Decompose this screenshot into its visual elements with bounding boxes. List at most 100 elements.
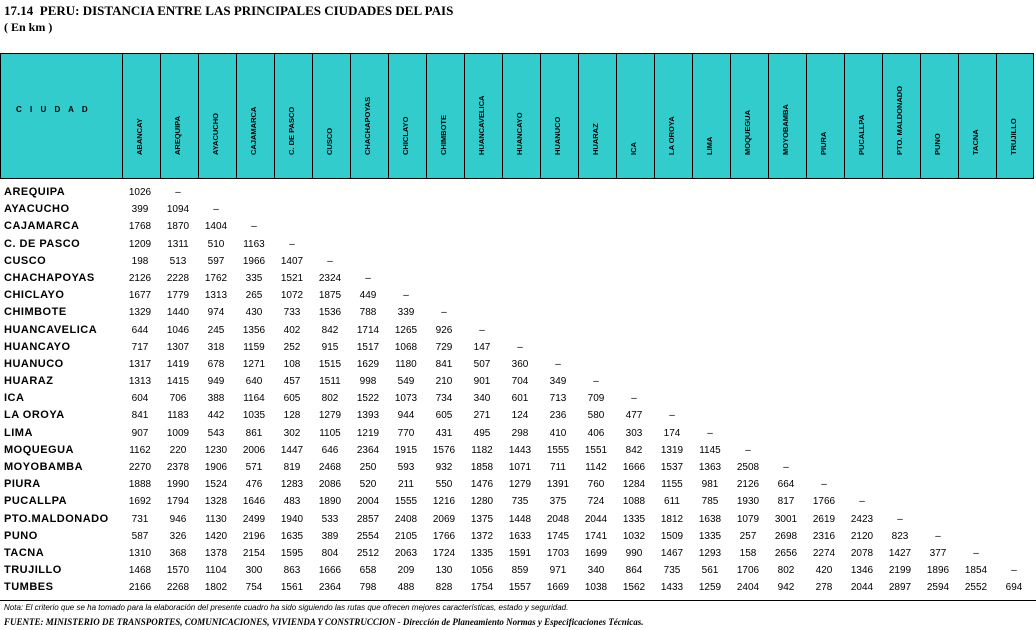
distance-cell: 449 bbox=[359, 290, 377, 302]
distance-cell: 339 bbox=[397, 307, 415, 319]
distance-cell: 597 bbox=[207, 255, 225, 267]
distance-cell: 605 bbox=[435, 410, 453, 422]
distance-cell: 1433 bbox=[660, 582, 684, 594]
row-city-label: CHACHAPOYAS bbox=[4, 271, 95, 284]
distance-cell: 1629 bbox=[356, 358, 380, 370]
row-city-label: C. DE PASCO bbox=[4, 237, 81, 250]
distance-cell: 2499 bbox=[242, 513, 266, 525]
distance-cell: 644 bbox=[131, 324, 149, 336]
distance-cell: 646 bbox=[321, 444, 339, 456]
distance-cell: 731 bbox=[131, 513, 149, 525]
distance-cell: 513 bbox=[169, 255, 187, 267]
column-header-label: HUARAZ bbox=[591, 123, 600, 155]
distance-cell: 543 bbox=[207, 427, 225, 439]
column-header: HUANUCO bbox=[540, 54, 578, 178]
distance-cell: 733 bbox=[283, 307, 301, 319]
distance-cell: 2166 bbox=[128, 582, 152, 594]
column-header: AREQUIPA bbox=[160, 54, 198, 178]
distance-cell: 1072 bbox=[280, 290, 304, 302]
distance-cell: 734 bbox=[435, 393, 453, 405]
distance-cell: 2324 bbox=[318, 272, 342, 284]
distance-cell: 335 bbox=[245, 272, 263, 284]
distance-cell: 704 bbox=[511, 376, 529, 388]
distance-cell: 1551 bbox=[584, 444, 608, 456]
table-row: ICA 604 706 388 1164 605 802 1522 1073 734 340 601 7… bbox=[0, 390, 1036, 407]
distance-cell: 1094 bbox=[166, 204, 190, 216]
distance-cell: 1766 bbox=[812, 496, 836, 508]
column-header: ABANCAY bbox=[122, 54, 160, 178]
distance-cell: 1079 bbox=[736, 513, 760, 525]
distance-cell: 1591 bbox=[508, 547, 532, 559]
column-header-label: C. DE PASCO bbox=[287, 106, 296, 155]
distance-cell: 128 bbox=[283, 410, 301, 422]
column-header-label: HUANCAVELICA bbox=[477, 95, 486, 155]
distance-cell: 1517 bbox=[356, 341, 380, 353]
distance-cell: 604 bbox=[131, 393, 149, 405]
distance-cell: 1372 bbox=[470, 530, 494, 542]
distance-cell: 388 bbox=[207, 393, 225, 405]
distance-cell: 842 bbox=[321, 324, 339, 336]
distance-cell: 974 bbox=[207, 307, 225, 319]
distance-cell: 2656 bbox=[774, 547, 798, 559]
distance-cell: 713 bbox=[549, 393, 567, 405]
column-header: CHACHAPOYAS bbox=[350, 54, 388, 178]
distance-cell: 533 bbox=[321, 513, 339, 525]
distance-cell: 802 bbox=[321, 393, 339, 405]
distance-cell: – bbox=[517, 341, 523, 353]
distance-cell: – bbox=[783, 462, 789, 473]
distance-cell: 265 bbox=[245, 290, 263, 302]
distance-cell: 706 bbox=[169, 393, 187, 405]
distance-cell: 946 bbox=[169, 513, 187, 525]
distance-cell: 252 bbox=[283, 341, 301, 353]
distance-cell: 1635 bbox=[280, 530, 304, 542]
table-row: HUARAZ 1313 1415 949 640 457 1511 998 549 210 901 7… bbox=[0, 373, 1036, 390]
distance-cell: 507 bbox=[473, 358, 491, 370]
distance-cell: 915 bbox=[321, 341, 339, 353]
distance-cell: – bbox=[213, 204, 219, 216]
distance-cell: 211 bbox=[398, 479, 414, 491]
row-city-label: CHIMBOTE bbox=[4, 306, 67, 319]
distance-cell: 1858 bbox=[470, 462, 494, 473]
distance-cell: 944 bbox=[397, 410, 415, 422]
distance-cell: 1557 bbox=[508, 582, 532, 594]
table-row: PUNO 587 326 1420 2196 1635 389 2554 2105 1766 137… bbox=[0, 528, 1036, 545]
distance-cell: 1356 bbox=[242, 324, 266, 336]
distance-cell: 804 bbox=[321, 547, 339, 559]
footer-divider bbox=[0, 600, 1036, 601]
column-header: CHICLAYO bbox=[388, 54, 426, 178]
distance-cell: 770 bbox=[397, 427, 415, 439]
table-row: HUANUCO 1317 1419 678 1271 108 1515 1629 1180 841… bbox=[0, 356, 1036, 373]
column-header-label: CHIMBOTE bbox=[439, 115, 448, 155]
distance-cell: 2270 bbox=[128, 462, 152, 473]
distance-cell: 1646 bbox=[242, 496, 266, 508]
distance-cell: 124 bbox=[511, 410, 529, 422]
distance-cell: 754 bbox=[245, 582, 263, 594]
distance-cell: 1638 bbox=[698, 513, 722, 525]
distance-cell: – bbox=[897, 513, 903, 525]
distance-cell: – bbox=[669, 410, 675, 422]
distance-cell: 1182 bbox=[471, 444, 493, 456]
distance-cell: – bbox=[821, 479, 827, 491]
distance-cell: 375 bbox=[549, 496, 567, 508]
column-header-label: LIMA bbox=[705, 136, 714, 155]
distance-cell: 949 bbox=[207, 376, 225, 388]
distance-cell: 1509 bbox=[660, 530, 684, 542]
distance-cell: 1669 bbox=[546, 582, 570, 594]
distance-cell: 1561 bbox=[280, 582, 304, 594]
distance-cell: 605 bbox=[283, 393, 301, 405]
distance-cell: 2228 bbox=[166, 272, 190, 284]
distance-cell: 1666 bbox=[318, 565, 342, 577]
distance-cell: 340 bbox=[587, 565, 605, 577]
column-header: AYACUCHO bbox=[198, 54, 236, 178]
distance-cell: 1467 bbox=[660, 547, 684, 559]
distance-cell: 550 bbox=[435, 479, 453, 491]
distance-cell: 158 bbox=[739, 547, 757, 559]
distance-cell: 257 bbox=[739, 530, 757, 542]
distance-cell: 1515 bbox=[318, 358, 342, 370]
distance-cell: 1794 bbox=[166, 496, 190, 508]
table-row: HUANCAYO 717 1307 318 1159 252 915 1517 1068 729 1… bbox=[0, 339, 1036, 356]
distance-cell: 1219 bbox=[356, 427, 380, 439]
distance-cell: 2004 bbox=[356, 496, 380, 508]
distance-cell: 2554 bbox=[356, 530, 380, 542]
distance-cell: 2120 bbox=[850, 530, 874, 542]
